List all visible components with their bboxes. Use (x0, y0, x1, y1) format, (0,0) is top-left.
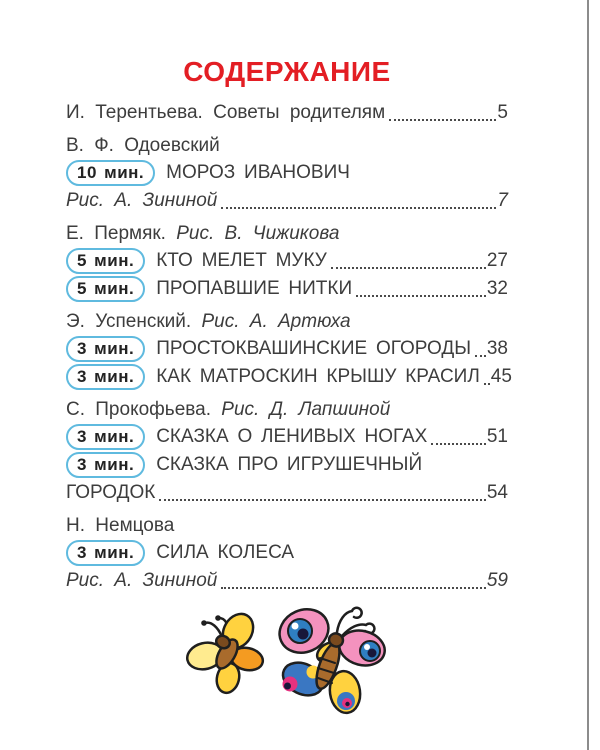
time-badge: 3 мин. (66, 540, 146, 566)
dotted-leader (475, 355, 486, 357)
toc-row: 5 мин. ПРОПАВШИЕ НИТКИ 32 (66, 276, 508, 302)
page-number: 7 (497, 190, 508, 211)
toc-row: Н. Немцова (66, 513, 508, 539)
toc-group: Э. Успенский. Рис. А. Артюха 3 мин. ПРОСТО… (66, 309, 512, 390)
page-number: 54 (486, 482, 508, 503)
dotted-leader (356, 295, 486, 297)
entry-text-segment: Э. Успенский. (66, 311, 192, 332)
toc-group: Е. Пермяк. Рис. В. Чижикова 5 мин. КТО МЕЛ… (66, 221, 508, 302)
entry-text: Рис. А. Зининой (66, 568, 217, 594)
toc-row: ГОРОДОК 54 (66, 480, 508, 506)
toc-row: Э. Успенский. Рис. А. Артюха (66, 309, 508, 335)
toc-row: 3 мин. СИЛА КОЛЕСА (66, 540, 508, 566)
dotted-leader (221, 207, 497, 209)
dotted-leader (330, 267, 486, 269)
toc-group: И. Терентьева. Советы родителям 5 (66, 100, 508, 126)
entry-text: В. Ф. Одоевский (66, 133, 220, 159)
toc-row: 5 мин. КТО МЕЛЕТ МУКУ 27 (66, 248, 508, 274)
time-badge: 3 мин. (66, 336, 146, 362)
entry-text-segment: Рис. Д. Лапшиной (221, 399, 391, 420)
page-number: 27 (486, 250, 508, 271)
page-title: СОДЕРЖАНИЕ (183, 56, 391, 87)
entry-text: И. Терентьева. Советы родителям (66, 100, 385, 126)
page-number: 32 (486, 278, 508, 299)
toc-row: И. Терентьева. Советы родителям 5 (66, 100, 508, 126)
toc-row: 3 мин. СКАЗКА ПРО ИГРУШЕЧНЫЙ (66, 452, 508, 478)
time-badge: 5 мин. (66, 276, 146, 302)
entry-text-segment: КТО МЕЛЕТ МУКУ (156, 250, 327, 271)
entry-text: СИЛА КОЛЕСА (156, 540, 294, 566)
toc-row: В. Ф. Одоевский (66, 133, 508, 159)
page-number: 45 (490, 366, 512, 387)
dotted-leader (221, 587, 486, 589)
entry-text-segment: СИЛА КОЛЕСА (156, 542, 295, 563)
page-edge-line (587, 0, 589, 750)
entry-text-segment: КАК МАТРОСКИН КРЫШУ КРАСИЛ (156, 366, 480, 387)
time-badge: 3 мин. (66, 364, 146, 390)
toc-row: Е. Пермяк. Рис. В. Чижикова (66, 221, 508, 247)
entry-text: Э. Успенский. Рис. А. Артюха (66, 309, 351, 335)
entry-text-segment: МОРОЗ ИВАНОВИЧ (166, 162, 350, 183)
dotted-leader (389, 119, 497, 121)
entry-text-segment: СКАЗКА О ЛЕНИВЫХ НОГАХ (156, 426, 428, 447)
entry-text-segment: И. Терентьева. Советы родителям (66, 102, 386, 123)
entry-text: МОРОЗ ИВАНОВИЧ (166, 160, 350, 186)
page-number: 59 (486, 570, 508, 591)
toc-row: 3 мин. КАК МАТРОСКИН КРЫШУ КРАСИЛ 45 (66, 364, 512, 390)
toc-row: 3 мин. ПРОСТОКВАШИНСКИЕ ОГОРОДЫ 38 (66, 336, 508, 362)
entry-text-segment: СКАЗКА ПРО ИГРУШЕЧНЫЙ (156, 454, 423, 475)
time-badge: 3 мин. (66, 452, 146, 478)
time-badge: 5 мин. (66, 248, 146, 274)
time-badge: 10 мин. (66, 160, 156, 186)
toc-group: В. Ф. Одоевский 10 мин. МОРОЗ ИВАНОВИЧ Рис.… (66, 133, 508, 214)
entry-text: Е. Пермяк. Рис. В. Чижикова (66, 221, 339, 247)
entry-text-segment: ПРОСТОКВАШИНСКИЕ ОГОРОДЫ (156, 338, 472, 359)
entry-text: ПРОСТОКВАШИНСКИЕ ОГОРОДЫ (156, 336, 471, 362)
entry-text-segment: Рис. А. Зининой (66, 190, 218, 211)
entry-text: КТО МЕЛЕТ МУКУ (156, 248, 327, 274)
dotted-leader (431, 443, 486, 445)
entry-text: Н. Немцова (66, 513, 174, 539)
entry-text-segment: Е. Пермяк. (66, 223, 166, 244)
toc-row: Рис. А. Зининой 7 (66, 188, 508, 214)
entry-text: СКАЗКА ПРО ИГРУШЕЧНЫЙ (156, 452, 422, 478)
entry-text: ГОРОДОК (66, 480, 155, 506)
toc-list: И. Терентьева. Советы родителям 5 В. Ф. Од… (66, 100, 512, 594)
toc-group: Н. Немцова 3 мин. СИЛА КОЛЕСА Рис. А. Зинин… (66, 513, 508, 594)
page-number: 38 (486, 338, 508, 359)
toc-row: С. Прокофьева. Рис. Д. Лапшиной (66, 397, 508, 423)
entry-text-segment: ПРОПАВШИЕ НИТКИ (156, 278, 353, 299)
toc-row: 3 мин. СКАЗКА О ЛЕНИВЫХ НОГАХ 51 (66, 424, 508, 450)
entry-text: КАК МАТРОСКИН КРЫШУ КРАСИЛ (156, 364, 480, 390)
entry-text: С. Прокофьева. Рис. Д. Лапшиной (66, 397, 390, 423)
time-badge: 3 мин. (66, 424, 146, 450)
entry-text-segment: Рис. А. Артюха (201, 311, 351, 332)
dotted-leader (483, 383, 490, 385)
entry-text: Рис. А. Зининой (66, 188, 217, 214)
entry-text-segment: С. Прокофьева. (66, 399, 211, 420)
entry-text-segment: Рис. А. Зининой (66, 570, 218, 591)
page-number: 5 (497, 102, 508, 123)
toc-content: СОДЕРЖАНИЕ И. Терентьева. Советы родител… (66, 56, 512, 718)
toc-row: 10 мин. МОРОЗ ИВАНОВИЧ (66, 160, 508, 186)
yellow-butterfly-illustration (185, 612, 264, 695)
entry-text-segment: Н. Немцова (66, 515, 175, 536)
entry-text-segment: ГОРОДОК (66, 482, 156, 503)
toc-group: С. Прокофьева. Рис. Д. Лапшиной 3 мин. СКА… (66, 397, 508, 506)
illustration (66, 596, 508, 718)
entry-text: СКАЗКА О ЛЕНИВЫХ НОГАХ (156, 424, 427, 450)
entry-text: ПРОПАВШИЕ НИТКИ (156, 276, 352, 302)
colorful-butterfly-illustration (277, 606, 386, 715)
dotted-leader (159, 499, 486, 501)
entry-text-segment: В. Ф. Одоевский (66, 135, 220, 156)
entry-text-segment: Рис. В. Чижикова (176, 223, 340, 244)
page-number: 51 (486, 426, 508, 447)
toc-row: Рис. А. Зининой 59 (66, 568, 508, 594)
